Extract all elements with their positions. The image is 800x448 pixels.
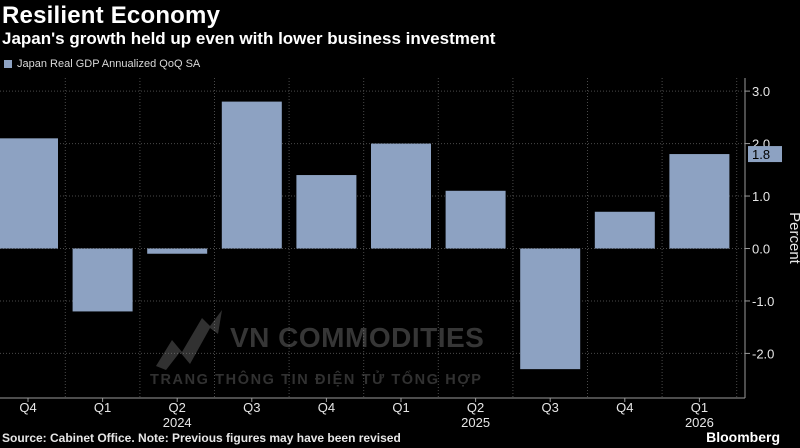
last-value-badge xyxy=(748,146,782,163)
y-tick-label: 1.0 xyxy=(752,189,770,204)
bar xyxy=(669,154,730,249)
x-year-label: 2025 xyxy=(461,415,490,430)
last-value-label: 1.8 xyxy=(752,147,770,162)
bar xyxy=(0,138,58,249)
x-tick-label: Q2 xyxy=(169,400,186,415)
chart-title: Resilient Economy xyxy=(2,2,221,29)
x-tick-label: Q1 xyxy=(94,400,111,415)
brand-logo: Bloomberg xyxy=(706,429,780,445)
x-tick-label: Q1 xyxy=(392,400,409,415)
y-axis-title: Percent xyxy=(786,212,800,265)
bar xyxy=(147,248,208,254)
x-tick-label: Q1 xyxy=(691,400,708,415)
x-tick-label: Q3 xyxy=(243,400,260,415)
x-tick-label: Q4 xyxy=(19,400,36,415)
y-tick-label: 0.0 xyxy=(752,241,770,256)
source-note: Source: Cabinet Office. Note: Previous f… xyxy=(2,431,401,445)
bar xyxy=(371,143,431,249)
x-tick-label: Q2 xyxy=(467,400,484,415)
legend: Japan Real GDP Annualized QoQ SA xyxy=(4,58,200,70)
chart-subtitle: Japan's growth held up even with lower b… xyxy=(2,29,496,48)
y-tick-label: 3.0 xyxy=(752,84,770,99)
bar xyxy=(520,248,581,370)
bar xyxy=(72,248,133,312)
bar xyxy=(296,175,357,249)
x-year-label: 2024 xyxy=(163,415,192,430)
x-tick-label: Q3 xyxy=(542,400,559,415)
x-tick-label: Q4 xyxy=(318,400,335,415)
bar xyxy=(221,101,282,249)
bar xyxy=(445,190,506,249)
bar xyxy=(594,211,655,249)
legend-swatch xyxy=(4,60,12,68)
y-tick-label: -1.0 xyxy=(752,294,774,309)
y-tick-label: -2.0 xyxy=(752,346,774,361)
legend-label: Japan Real GDP Annualized QoQ SA xyxy=(17,58,201,70)
x-year-label: 2026 xyxy=(685,415,714,430)
x-tick-label: Q4 xyxy=(616,400,633,415)
